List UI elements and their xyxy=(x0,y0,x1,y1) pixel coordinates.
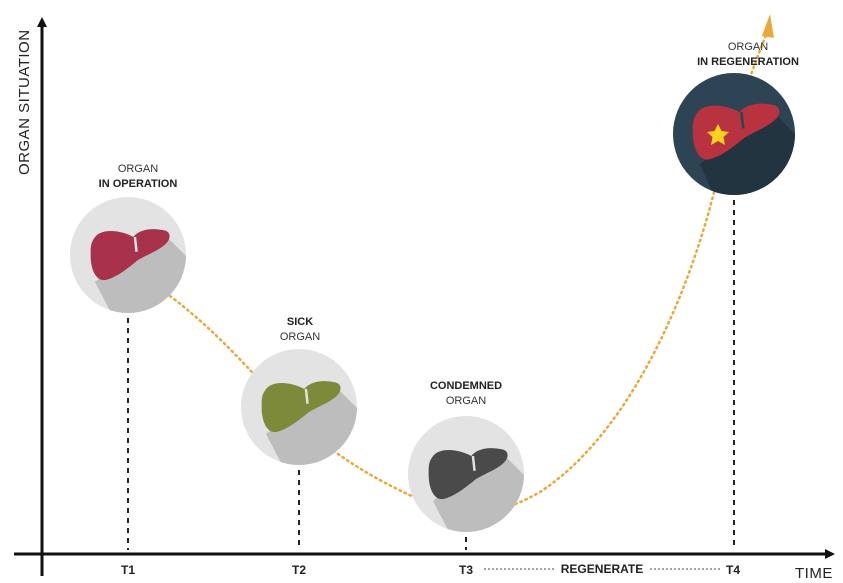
tick-label-t4: T4 xyxy=(726,563,740,577)
tick-label-t3: T3 xyxy=(459,563,473,577)
tick-label-t1: T1 xyxy=(121,563,135,577)
stage-1-label-line2: IN OPERATION xyxy=(99,178,178,190)
star-icon xyxy=(707,124,729,145)
stage-4-label-line1: ORGAN xyxy=(728,41,768,53)
stage-2-label-line2: ORGAN xyxy=(280,331,320,343)
tick-label-t2: T2 xyxy=(292,563,306,577)
stage-1-label-line1: ORGAN xyxy=(118,163,158,175)
liver-icon xyxy=(692,103,780,160)
stage-2-label-line1: SICK xyxy=(287,316,313,328)
stage-3-condemned-organ: CONDEMNED ORGAN xyxy=(408,380,524,532)
regenerate-label: REGENERATE xyxy=(561,562,643,576)
arrow-icon xyxy=(762,14,774,38)
liver-icon xyxy=(428,448,508,500)
stage-1-organ-in-operation: ORGAN IN OPERATION xyxy=(70,163,186,313)
liver-icon xyxy=(90,229,170,281)
y-axis-label: ORGAN SITUATION xyxy=(16,29,33,175)
stage-2-sick-organ: SICK ORGAN xyxy=(241,316,357,465)
x-axis-label: TIME xyxy=(795,565,833,582)
stage-4-organ-in-regeneration: ORGAN IN REGENERATION xyxy=(673,41,799,195)
stage-4-label-line2: IN REGENERATION xyxy=(697,56,799,68)
liver-icon xyxy=(261,381,341,433)
stage-3-label-line1: CONDEMNED xyxy=(430,380,502,392)
stage-3-label-line2: ORGAN xyxy=(446,395,486,407)
